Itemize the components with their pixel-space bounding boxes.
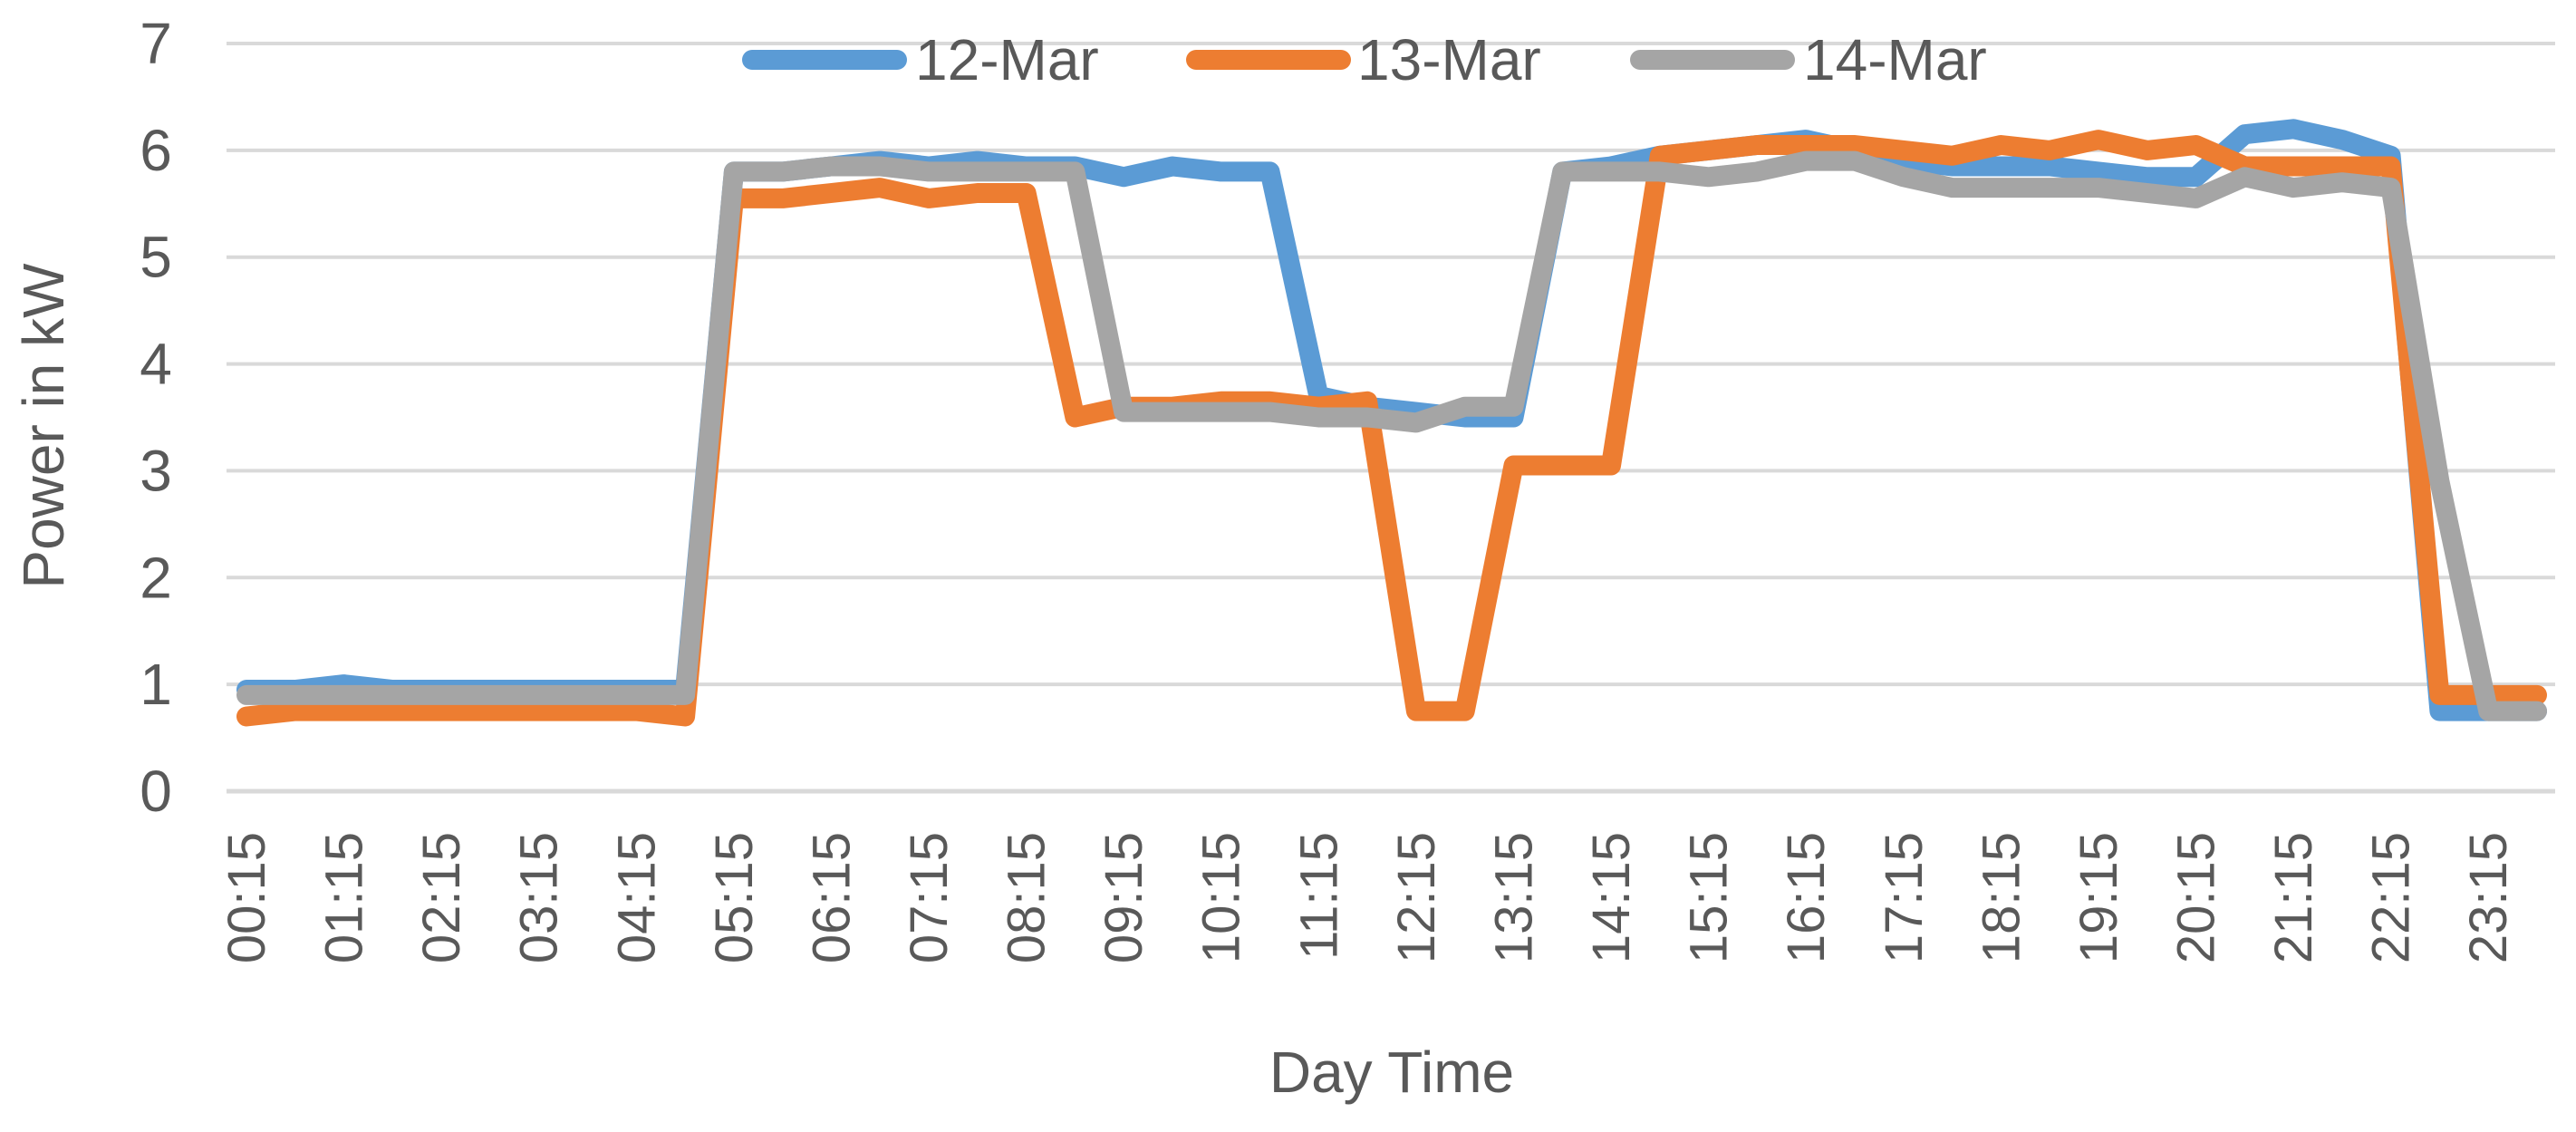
x-tick-label: 13:15 (1484, 832, 1543, 963)
x-tick-label: 21:15 (2264, 832, 2323, 963)
legend-label: 12-Mar (915, 27, 1099, 92)
x-axis-title: Day Time (1269, 1040, 1514, 1105)
y-tick-label: 2 (140, 545, 172, 610)
legend: 12-Mar 13-Mar 14-Mar (742, 27, 1987, 92)
plot-area (236, 119, 2547, 727)
y-axis-ticks: 0 1 2 3 4 5 6 7 (140, 11, 172, 824)
legend-label: 14-Mar (1803, 27, 1987, 92)
x-tick-label: 14:15 (1582, 832, 1641, 963)
x-tick-label: 07:15 (900, 832, 959, 963)
y-tick-label: 1 (140, 652, 172, 717)
x-tick-label: 16:15 (1777, 832, 1836, 963)
x-tick-label: 01:15 (315, 832, 374, 963)
y-tick-label: 3 (140, 438, 172, 503)
x-tick-label: 09:15 (1095, 832, 1153, 963)
x-tick-label: 06:15 (802, 832, 861, 963)
x-tick-label: 04:15 (607, 832, 666, 963)
y-axis-title: Power in kW (11, 263, 76, 589)
y-tick-label: 6 (140, 118, 172, 183)
y-tick-label: 5 (140, 225, 172, 290)
x-axis-ticks: 00:15 01:15 02:15 03:15 04:15 05:15 06:15 07:15… (217, 832, 2518, 963)
series-line-14-mar (236, 150, 2547, 721)
x-tick-label: 08:15 (998, 832, 1056, 963)
y-tick-label: 4 (140, 332, 172, 397)
x-tick-label: 03:15 (510, 832, 569, 963)
x-tick-label: 15:15 (1680, 832, 1739, 963)
x-tick-label: 17:15 (1875, 832, 1934, 963)
x-tick-label: 23:15 (2459, 832, 2518, 963)
x-tick-label: 19:15 (2069, 832, 2128, 963)
legend-label: 13-Mar (1357, 27, 1541, 92)
series-line-13-mar (236, 130, 2547, 727)
x-tick-label: 02:15 (412, 832, 471, 963)
x-tick-label: 05:15 (705, 832, 764, 963)
x-tick-label: 10:15 (1192, 832, 1251, 963)
y-tick-label: 0 (140, 759, 172, 824)
x-tick-label: 22:15 (2362, 832, 2421, 963)
x-tick-label: 11:15 (1289, 832, 1348, 960)
x-tick-label: 00:15 (217, 832, 276, 963)
x-tick-label: 18:15 (1972, 832, 2031, 963)
y-tick-label: 7 (140, 11, 172, 76)
x-tick-label: 20:15 (2166, 832, 2225, 963)
x-tick-label: 12:15 (1387, 832, 1446, 963)
